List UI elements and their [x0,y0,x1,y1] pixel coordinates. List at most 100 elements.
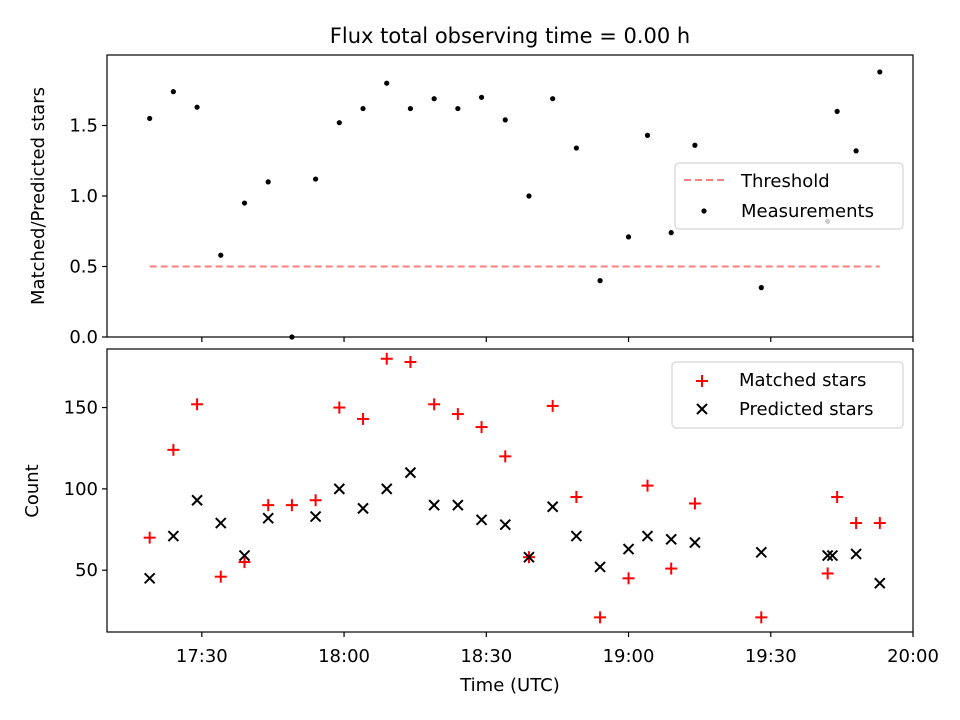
predicted-star-point [262,512,274,524]
top-legend: Threshold Measurements [674,162,904,230]
predicted-star-point [665,533,677,546]
measurement-point [478,94,485,100]
predicted-star-point [167,530,180,542]
measurement-point [853,148,859,154]
predicted-star-point [404,466,417,479]
matched-star-point [665,562,678,575]
measurement-point [384,80,390,86]
measurement-point [502,117,508,123]
matched-star-point [546,399,559,412]
bottom-x-tick-label: 18:30 [460,646,512,667]
bottom-x-tick-label: 19:30 [745,646,797,667]
bottom-x-tick-label: 18:00 [318,646,370,667]
matched-star-point [499,450,512,463]
measurement-point [758,285,764,291]
matched-star-point [641,479,654,492]
measurement-point [431,96,437,102]
matched-star-point [850,517,863,530]
matched-star-point [380,352,393,365]
top-y-tick-label: 1.0 [69,186,98,207]
predicted-star-point [191,494,203,506]
predicted-star-point [381,483,393,495]
matched-star-point [475,421,488,434]
predicted-star-point [238,549,251,562]
chart-title: Flux total observing time = 0.00 h [330,24,690,48]
top-plot-area [147,69,883,340]
matched-star-point [873,517,886,530]
predicted-star-point [215,517,227,529]
predicted-star-point [523,551,535,563]
measurement-point [668,230,674,236]
predicted-star-point [850,548,862,560]
matched-star-point [262,499,275,512]
matched-star-point [755,611,768,624]
measurement-point [455,105,461,112]
bottom-x-tick-label: 19:00 [603,646,655,667]
predicted-star-point [821,549,834,562]
measurement-point [550,96,556,102]
measurement-point [336,120,342,126]
measurement-point [877,69,883,75]
predicted-star-point [826,549,839,562]
matched-star-point [570,491,583,504]
measurement-point [834,108,840,114]
measurement-point [265,179,271,185]
bottom-plot-area [143,352,886,624]
bottom-y-axis: 50 100 150 [64,398,107,581]
bottom-legend-box [671,361,904,429]
legend-matched-swatch [696,375,708,387]
bottom-y-tick-label: 100 [64,479,98,500]
legend-measurements-label: Measurements [741,201,874,222]
measurement-point [194,104,200,110]
measurement-point [170,89,176,95]
predicted-star-point [594,561,606,573]
top-y-axis-label: Matched/Predicted stars [28,87,49,305]
bottom-y-tick-label: 50 [75,560,98,581]
measurement-point [360,105,366,112]
bottom-axes-frame [106,348,914,633]
bottom-x-tick-label: 20:00 [887,646,939,667]
predicted-star-point [622,543,635,555]
legend-predicted-swatch [696,403,708,415]
measurement-point [218,252,224,258]
bottom-x-axis-label: Time (UTC) [459,675,560,696]
legend-measurements-swatch [701,208,707,214]
predicted-star-point [874,577,886,589]
bottom-y-axis-label: Count [22,464,43,517]
matched-star-point [167,443,180,456]
top-x-axis-ticks [201,337,914,342]
measurement-point [644,132,651,138]
predicted-star-point [357,502,369,515]
measurement-point [692,142,698,148]
predicted-star-point [452,499,464,511]
legend-threshold-label: Threshold [740,171,830,192]
predicted-star-point [546,501,559,513]
top-legend-box [674,162,904,230]
matched-star-point [688,497,701,510]
bottom-x-tick-label: 17:30 [176,646,228,667]
predicted-star-point [755,546,767,559]
predicted-star-point [570,530,583,542]
matched-star-point [428,398,441,411]
matched-star-point [831,491,844,504]
measurement-point [573,145,579,151]
bottom-y-tick-label: 150 [64,398,98,419]
measurement-point [241,200,248,206]
matched-star-point [821,567,834,580]
matched-star-point [622,572,635,585]
matched-star-point [214,570,227,583]
top-y-tick-label: 0.5 [69,257,98,278]
bottom-legend: Matched stars Predicted stars [671,361,904,429]
measurement-point [407,105,414,112]
matched-star-point [333,401,346,414]
matched-star-point [309,494,322,507]
bottom-x-axis: 17:30 18:00 18:30 19:00 19:30 20:00 [176,632,939,667]
matched-star-point [357,412,370,425]
predicted-star-point [143,572,156,585]
measurement-point [313,176,319,182]
predicted-star-point [333,483,346,495]
top-y-tick-label: 1.5 [69,116,98,137]
